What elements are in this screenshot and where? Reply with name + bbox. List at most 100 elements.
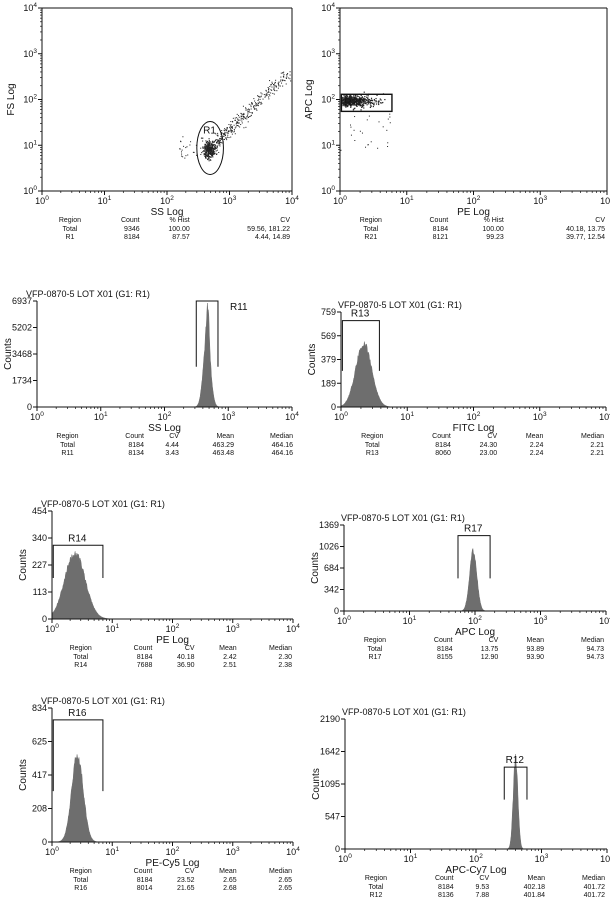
scatter-point bbox=[269, 86, 271, 88]
scatter-point bbox=[205, 147, 207, 149]
x-tick-label: 103 bbox=[226, 623, 240, 634]
scatter-point bbox=[207, 149, 209, 151]
scatter-point bbox=[251, 112, 253, 114]
stats-cell: 401.72 bbox=[583, 883, 605, 891]
scatter-point bbox=[218, 151, 220, 153]
scatter-point bbox=[213, 148, 215, 150]
scatter-point bbox=[215, 147, 217, 149]
scatter-point bbox=[247, 111, 249, 113]
y-tick-label: 227 bbox=[32, 560, 47, 570]
stats-header-cell: Region bbox=[56, 433, 79, 440]
scatter-point bbox=[359, 99, 362, 101]
scatter-point bbox=[239, 126, 241, 128]
x-tick-label: 103 bbox=[221, 411, 235, 422]
histogram-area bbox=[340, 341, 606, 408]
scatter-point bbox=[253, 108, 255, 110]
stats-row: Total 8184 23.52 2.65 2.65 bbox=[54, 877, 292, 886]
scatter-point bbox=[347, 98, 350, 100]
scatter-point bbox=[225, 138, 227, 140]
histogram-area bbox=[51, 754, 293, 843]
scatter-point bbox=[255, 105, 257, 107]
scatter-point bbox=[257, 105, 259, 107]
scatter-point bbox=[387, 146, 389, 148]
stats-cell: R13 bbox=[365, 450, 379, 457]
stats-header-row: Region Count CV Mean Median bbox=[346, 637, 604, 646]
scatter-point bbox=[205, 140, 207, 142]
scatter-point bbox=[182, 136, 184, 138]
x-tick-label: 101 bbox=[400, 195, 414, 206]
stats-cell: 8184 bbox=[136, 653, 153, 661]
scatter-point bbox=[210, 146, 212, 148]
scatter-point bbox=[207, 145, 209, 147]
axes: 100 101 102 103 104 0 547 1095 1642 2190 bbox=[320, 714, 610, 864]
scatter-point bbox=[342, 97, 344, 99]
scatter-point bbox=[274, 83, 276, 85]
scatter-point bbox=[350, 103, 352, 106]
scatter-point bbox=[350, 99, 352, 102]
scatter-point bbox=[344, 105, 347, 107]
stats-header-cell: Region bbox=[359, 217, 382, 224]
stats-cell: 8184 bbox=[136, 876, 153, 884]
y-tick-label: 189 bbox=[321, 378, 336, 388]
gate-label: R13 bbox=[351, 309, 370, 320]
scatter-point bbox=[248, 116, 250, 118]
scatter-point bbox=[344, 100, 346, 102]
scatter-point bbox=[289, 71, 291, 73]
scatter-point bbox=[235, 123, 237, 125]
scatter-point bbox=[207, 147, 209, 149]
scatter-point bbox=[217, 132, 219, 134]
stats-header-cell: Mean bbox=[219, 868, 237, 875]
panel-0: R1 100 101 102 103 104 100 101 102 103 104 SS Log FS… bbox=[6, 2, 299, 218]
scatter-point bbox=[365, 146, 367, 148]
scatter-point bbox=[210, 155, 213, 157]
scatter-point bbox=[221, 132, 223, 134]
scatter-point bbox=[227, 136, 229, 138]
scatter-point bbox=[377, 147, 379, 149]
stats-cell: 2.42 bbox=[223, 653, 237, 661]
x-tick-label: 100 bbox=[337, 615, 351, 626]
scatter-point bbox=[208, 138, 210, 140]
stats-header-cell: % Hist bbox=[169, 217, 190, 224]
stats-cell: 9.53 bbox=[475, 883, 490, 891]
stats-cell: 13.75 bbox=[480, 645, 499, 653]
stats-table-7: Region Count CV Mean Median Total 8184 9.53 402.… bbox=[347, 875, 605, 901]
stats-cell: 463.29 bbox=[212, 441, 234, 449]
scatter-point bbox=[350, 126, 352, 128]
scatter-point bbox=[248, 116, 250, 118]
scatter-point bbox=[217, 143, 219, 145]
scatter-point bbox=[369, 106, 371, 109]
stats-table-0: Region Count % Hist CV Total 9346 100.00 59.56,… bbox=[44, 217, 290, 243]
scatter-point bbox=[279, 85, 281, 87]
scatter-point bbox=[360, 97, 362, 99]
x-tick-label: 101 bbox=[105, 623, 119, 634]
gate-label: R21 bbox=[344, 97, 363, 108]
scatter-point bbox=[360, 101, 362, 103]
stats-cell: 401.84 bbox=[523, 892, 546, 899]
scatter-point bbox=[230, 131, 232, 133]
scatter-point bbox=[271, 81, 273, 83]
scatter-point bbox=[352, 99, 354, 101]
stats-header-cell: Region bbox=[364, 875, 388, 882]
scatter-point bbox=[223, 129, 225, 131]
scatter-point bbox=[354, 97, 357, 100]
scatter-point bbox=[207, 155, 209, 157]
scatter-point bbox=[214, 148, 216, 150]
scatter-point bbox=[213, 141, 215, 143]
scatter-point bbox=[206, 149, 208, 151]
scatter-point bbox=[241, 120, 243, 122]
x-axis-label: SS Log bbox=[148, 423, 181, 434]
scatter-point bbox=[273, 86, 275, 88]
scatter-point bbox=[260, 96, 262, 98]
scatter-point bbox=[353, 94, 355, 96]
scatter-point bbox=[202, 147, 204, 149]
scatter-point bbox=[225, 130, 227, 132]
scatter-point bbox=[205, 144, 207, 146]
stats-cell: 24.30 bbox=[479, 441, 498, 449]
scatter-point bbox=[250, 114, 252, 116]
stats-cell: 8134 bbox=[128, 450, 144, 457]
scatter-point bbox=[355, 101, 357, 103]
stats-cell: 8184 bbox=[124, 234, 140, 241]
scatter-point bbox=[204, 143, 207, 145]
x-axis-label: APC-Cy7 Log bbox=[445, 865, 506, 876]
